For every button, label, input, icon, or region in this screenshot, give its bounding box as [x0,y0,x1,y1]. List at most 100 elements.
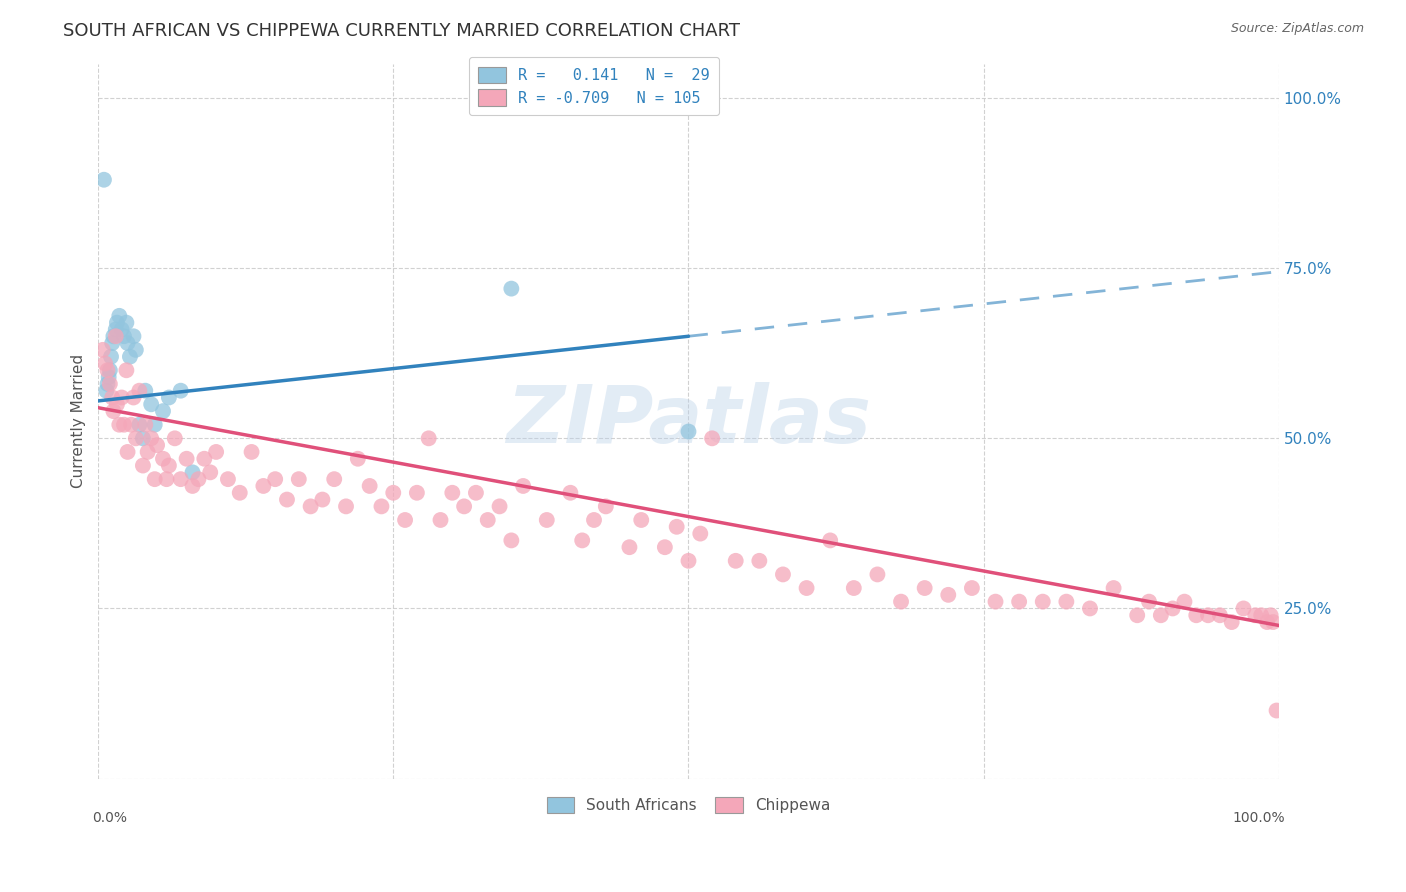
Legend: South Africans, Chippewa: South Africans, Chippewa [538,789,838,821]
Point [560,485,582,500]
Point [96,376,118,391]
Point [176,451,198,466]
Point [112,329,135,343]
Point [689,526,711,541]
Point [152,451,174,466]
Point [796,581,818,595]
Point [1008,594,1031,608]
Point [101,391,124,405]
Point [1260,608,1282,623]
Point [100,350,122,364]
Point [748,554,770,568]
Point [501,282,523,296]
Point [152,404,174,418]
Point [105,316,128,330]
Point [93,173,115,187]
Point [112,417,135,432]
Point [103,329,125,343]
Point [1220,615,1243,629]
Point [619,540,641,554]
Point [382,485,405,500]
Point [359,479,381,493]
Point [96,363,118,377]
Point [536,513,558,527]
Point [115,363,138,377]
Point [104,322,127,336]
Text: 0.0%: 0.0% [93,811,127,825]
Point [1126,608,1149,623]
Point [108,309,131,323]
Point [118,350,141,364]
Point [117,445,139,459]
Point [1232,601,1254,615]
Point [347,451,370,466]
Point [205,445,228,459]
Point [311,492,333,507]
Point [200,466,222,480]
Point [111,322,134,336]
Point [288,472,311,486]
Point [91,343,114,357]
Point [117,336,139,351]
Point [240,445,263,459]
Point [132,458,155,473]
Text: ZIPatlas: ZIPatlas [506,383,870,460]
Point [141,397,163,411]
Point [120,417,142,432]
Point [105,397,128,411]
Point [146,438,169,452]
Point [818,533,841,548]
Point [229,485,252,500]
Point [217,472,239,486]
Text: 100.0%: 100.0% [1232,811,1285,825]
Point [1173,594,1195,608]
Point [418,431,440,445]
Point [1261,615,1284,629]
Point [181,479,204,493]
Point [143,472,166,486]
Point [1256,615,1278,629]
Point [595,500,617,514]
Point [128,384,150,398]
Point [630,513,652,527]
Point [111,391,134,405]
Point [1054,594,1077,608]
Point [299,500,322,514]
Point [441,485,464,500]
Point [453,500,475,514]
Point [132,431,155,445]
Point [141,431,163,445]
Point [323,472,346,486]
Point [1102,581,1125,595]
Point [890,594,912,608]
Point [143,417,166,432]
Point [1032,594,1054,608]
Point [406,485,429,500]
Point [700,431,723,445]
Point [163,431,186,445]
Point [1197,608,1219,623]
Point [181,466,204,480]
Y-axis label: Currently Married: Currently Married [72,354,86,489]
Point [103,404,125,418]
Point [136,445,159,459]
Point [193,451,215,466]
Point [772,567,794,582]
Point [125,343,148,357]
Point [984,594,1007,608]
Point [665,520,688,534]
Point [134,417,156,432]
Point [170,472,193,486]
Point [488,500,510,514]
Point [335,500,357,514]
Point [157,391,180,405]
Point [370,500,392,514]
Point [1078,601,1101,615]
Point [155,472,177,486]
Point [125,431,148,445]
Point [108,417,131,432]
Point [654,540,676,554]
Point [170,384,193,398]
Point [1265,704,1288,718]
Point [1185,608,1208,623]
